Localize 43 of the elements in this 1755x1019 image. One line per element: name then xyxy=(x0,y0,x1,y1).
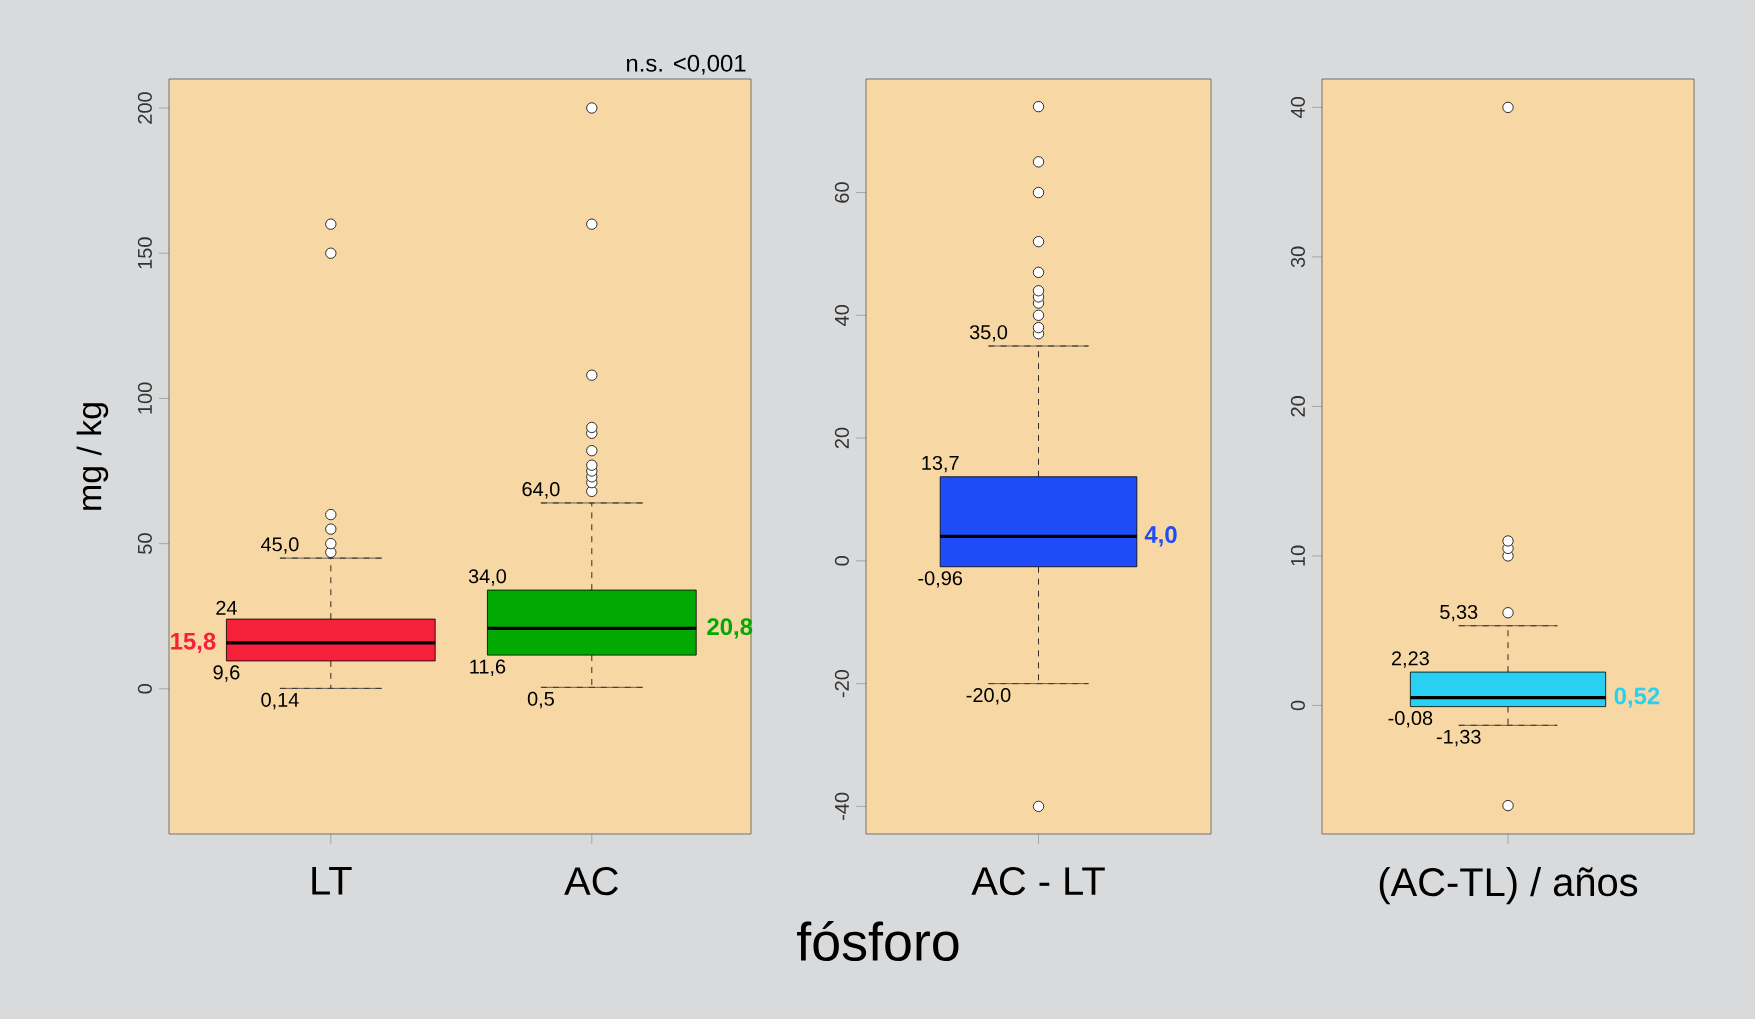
y-tick-label: 10 xyxy=(1290,545,1305,566)
y-tick-label: 30 xyxy=(1290,246,1305,268)
annotation: 9,6 xyxy=(213,665,240,682)
annotation: 0,14 xyxy=(261,692,299,710)
x-tick-label: (AC-TL) / años xyxy=(1379,867,1638,905)
annotation: 2,23 xyxy=(1391,651,1429,668)
annotation: 4,0 xyxy=(1144,526,1177,547)
y-tick-label: 50 xyxy=(137,533,152,554)
y-tick-label: 40 xyxy=(1290,97,1305,119)
x-tick-label: AC - LT xyxy=(971,867,1105,896)
annotation: -0,96 xyxy=(918,571,963,588)
annotation: 20,8 xyxy=(707,618,753,639)
y-tick-label: 100 xyxy=(137,382,152,414)
text: n.s. <0,001 xyxy=(627,54,746,75)
x-tick-label: AC xyxy=(564,867,618,896)
annotation: 45,0 xyxy=(261,537,299,554)
y-tick-label: 40 xyxy=(834,305,849,326)
y-tick-label: -40 xyxy=(834,792,849,820)
annotation: -20,0 xyxy=(966,688,1011,705)
annotation: 15,8 xyxy=(171,632,216,654)
x-axis-title: fósforo xyxy=(797,920,959,962)
annotation: 34,0 xyxy=(468,569,507,586)
annotation: 13,7 xyxy=(922,455,959,473)
x-tick-label: LT xyxy=(312,867,352,895)
annotation: 24 xyxy=(216,600,237,615)
annotation: 5,33 xyxy=(1440,604,1478,622)
y-tick-label: 20 xyxy=(1290,396,1305,417)
y-tick-label: 60 xyxy=(834,182,849,203)
annotation: 0,52 xyxy=(1614,687,1660,708)
annotation: -1,33 xyxy=(1436,729,1481,747)
y-axis-title: mg / kg xyxy=(76,403,109,510)
y-tick-label: 0 xyxy=(1290,700,1305,711)
y-tick-label: 200 xyxy=(137,92,152,124)
y-tick-label: 0 xyxy=(137,684,152,694)
y-tick-label: 0 xyxy=(834,556,849,566)
y-tick-label: 20 xyxy=(834,427,849,449)
annotation: -0,08 xyxy=(1388,711,1433,728)
annotation: 0,5 xyxy=(527,691,554,709)
y-tick-label: -20 xyxy=(834,669,849,698)
y-tick-label: 150 xyxy=(137,237,152,269)
annotation: 35,0 xyxy=(969,325,1008,342)
annotation: 64,0 xyxy=(522,482,560,499)
annotation: 11,6 xyxy=(470,659,506,676)
